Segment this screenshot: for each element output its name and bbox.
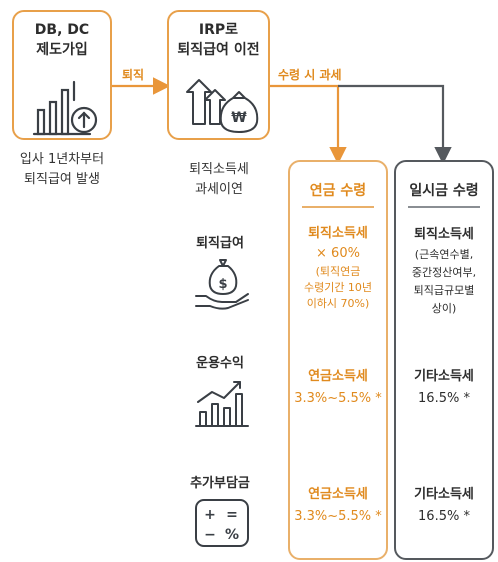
svg-text:−: − (204, 527, 216, 543)
irp-caption-line2: 과세이연 (195, 182, 243, 197)
pension-r1-l2: × 60% (316, 246, 360, 261)
db-dc-title: DB, DC (34, 22, 90, 38)
row-label-extra-contrib: 추가부담금 (190, 476, 250, 491)
svg-text:₩: ₩ (231, 110, 247, 126)
svg-text:=: = (226, 507, 238, 523)
pension-r1-l3: (퇴직연금 (315, 265, 361, 278)
svg-text:$: $ (218, 277, 227, 292)
pension-retire-tax: 퇴직소득세 × 60% (퇴직연금 수령기간 10년 이하시 70%) (288, 224, 388, 312)
bar-chart-growth-icon (195, 381, 249, 427)
pension-r2-l1: 연금소득세 (308, 369, 368, 384)
db-caption-line1: 입사 1년차부터 (19, 152, 105, 167)
lump-r1-l1: 퇴직소득세 (414, 227, 474, 242)
pension-r1-l5: 이하시 70%) (306, 297, 370, 310)
lump-r1-l5: 상이) (431, 302, 457, 315)
pension-column (288, 160, 388, 560)
pension-extra-tax: 연금소득세 3.3%~5.5% * (288, 484, 388, 528)
irp-caption-line1: 퇴직소득세 (189, 162, 249, 177)
svg-text:%: % (225, 527, 239, 543)
calculator-icon: + = − % (195, 499, 249, 547)
lump-retire-tax: 퇴직소득세 (근속연수별, 중간정산여부, 퇴직급규모별 상이) (394, 224, 494, 318)
lump-sum-column (394, 160, 494, 560)
irp-subtitle: 퇴직급여 이전 (177, 42, 260, 58)
pension-header: 연금 수령 (309, 183, 367, 199)
pension-return-tax: 연금소득세 3.3%~5.5% * (288, 366, 388, 410)
lump-arrow (338, 84, 452, 165)
svg-text:+: + (204, 507, 216, 523)
db-dc-subtitle: 제도가입 (36, 42, 88, 58)
row-label-retire-pay: 퇴직급여 (196, 236, 244, 251)
receive-arrow-label: 수령 시 과세 (278, 68, 342, 82)
pension-r1-l1: 퇴직소득세 (308, 226, 368, 241)
irp-box: IRP로 퇴직급여 이전 ₩ (167, 10, 270, 140)
pension-r1-l4: 수령기간 10년 (303, 281, 373, 294)
irp-title: IRP로 (198, 22, 239, 38)
pension-r2-l2: 3.3%~5.5% * (294, 391, 382, 406)
lump-r2-l2: 16.5% * (418, 391, 470, 406)
lump-r1-l3: 중간정산여부, (411, 266, 477, 279)
lump-r2-l1: 기타소득세 (414, 369, 474, 384)
lump-r3-l1: 기타소득세 (414, 487, 474, 502)
lump-sum-header: 일시금 수령 (409, 183, 479, 199)
retire-arrow-label: 퇴직 (122, 68, 145, 82)
lump-r3-l2: 16.5% * (418, 509, 470, 524)
pension-r3-l2: 3.3%~5.5% * (294, 509, 382, 524)
db-dc-box: DB, DC 제도가입 (12, 10, 112, 140)
pension-arrow (270, 84, 347, 165)
lump-r1-l4: 퇴직급규모별 (413, 284, 475, 297)
bar-chart-with-up-arrow-icon (32, 80, 98, 136)
growth-arrows-money-bag-icon: ₩ (186, 79, 259, 133)
lump-return-tax: 기타소득세 16.5% * (394, 366, 494, 410)
row-label-return: 운용수익 (196, 356, 244, 371)
hand-money-bag-icon: $ (195, 259, 249, 310)
db-caption-line2: 퇴직급여 발생 (24, 172, 100, 187)
lump-r1-l2: (근속연수별, (414, 248, 474, 261)
lump-extra-tax: 기타소득세 16.5% * (394, 484, 494, 528)
lump-sum-header-rule (408, 206, 480, 208)
pension-r3-l1: 연금소득세 (308, 487, 368, 502)
pension-header-rule (302, 206, 374, 208)
